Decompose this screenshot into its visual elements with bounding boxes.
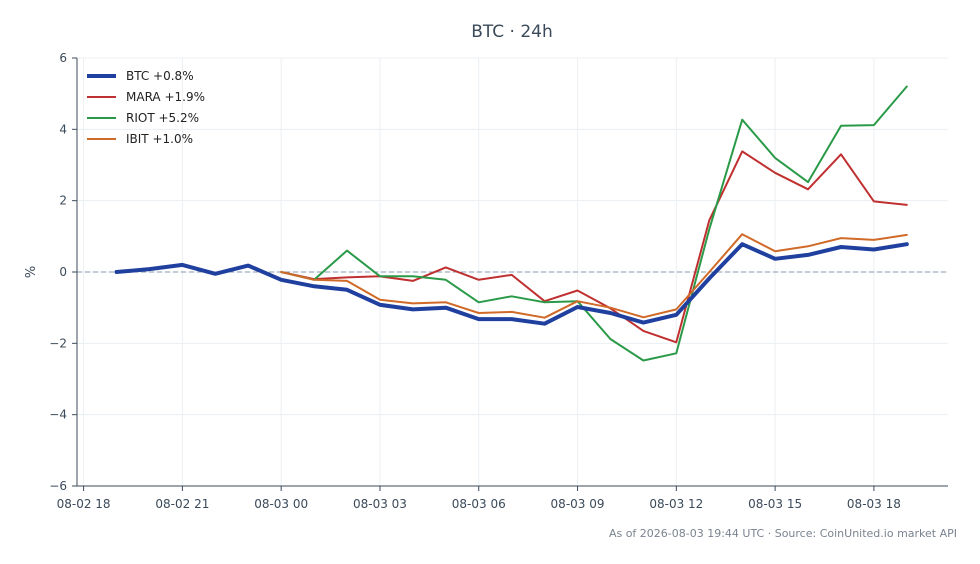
series-line-mara [280, 150, 908, 344]
axes [72, 57, 948, 491]
series-line-ibit [280, 233, 908, 319]
x-tick-label: 08-02 18 [57, 497, 111, 511]
chart-footer: As of 2026-08-03 19:44 UTC · Source: Coi… [609, 527, 957, 540]
legend-label-riot: RIOT +5.2% [126, 111, 199, 125]
series-line-riot [280, 85, 908, 362]
y-tick-label: 2 [59, 194, 67, 208]
x-tick-label: 08-03 06 [452, 497, 506, 511]
y-tick-label: 4 [59, 122, 67, 136]
x-tick-label: 08-02 21 [155, 497, 209, 511]
y-tick-label: −4 [49, 408, 67, 422]
y-tick-label: 6 [59, 51, 67, 65]
series-line-btc [114, 242, 909, 326]
x-tick-label: 08-03 15 [748, 497, 802, 511]
x-tick-label: 08-03 18 [847, 497, 901, 511]
y-tick-label: −6 [49, 479, 67, 493]
x-tick-label: 08-03 00 [254, 497, 308, 511]
legend-label-btc: BTC +0.8% [126, 69, 194, 83]
series-lines [114, 85, 909, 362]
y-tick-label: −2 [49, 336, 67, 350]
legend-label-mara: MARA +1.9% [126, 90, 205, 104]
x-tick-label: 08-03 12 [649, 497, 703, 511]
y-axis-label: % [24, 266, 39, 278]
x-tick-label: 08-03 09 [551, 497, 605, 511]
x-tick-label: 08-03 03 [353, 497, 407, 511]
y-tick-label: 0 [59, 265, 67, 279]
chart-title: BTC · 24h [471, 22, 553, 42]
legend-label-ibit: IBIT +1.0% [126, 132, 193, 146]
tick-labels: 6 4 2 0 −2 −4 −6 08-02 18 08-02 21 08-03 00 08-03 … [49, 51, 901, 511]
legend: BTC +0.8% MARA +1.9% RIOT +5.2% IBIT +1.0% [87, 69, 205, 146]
